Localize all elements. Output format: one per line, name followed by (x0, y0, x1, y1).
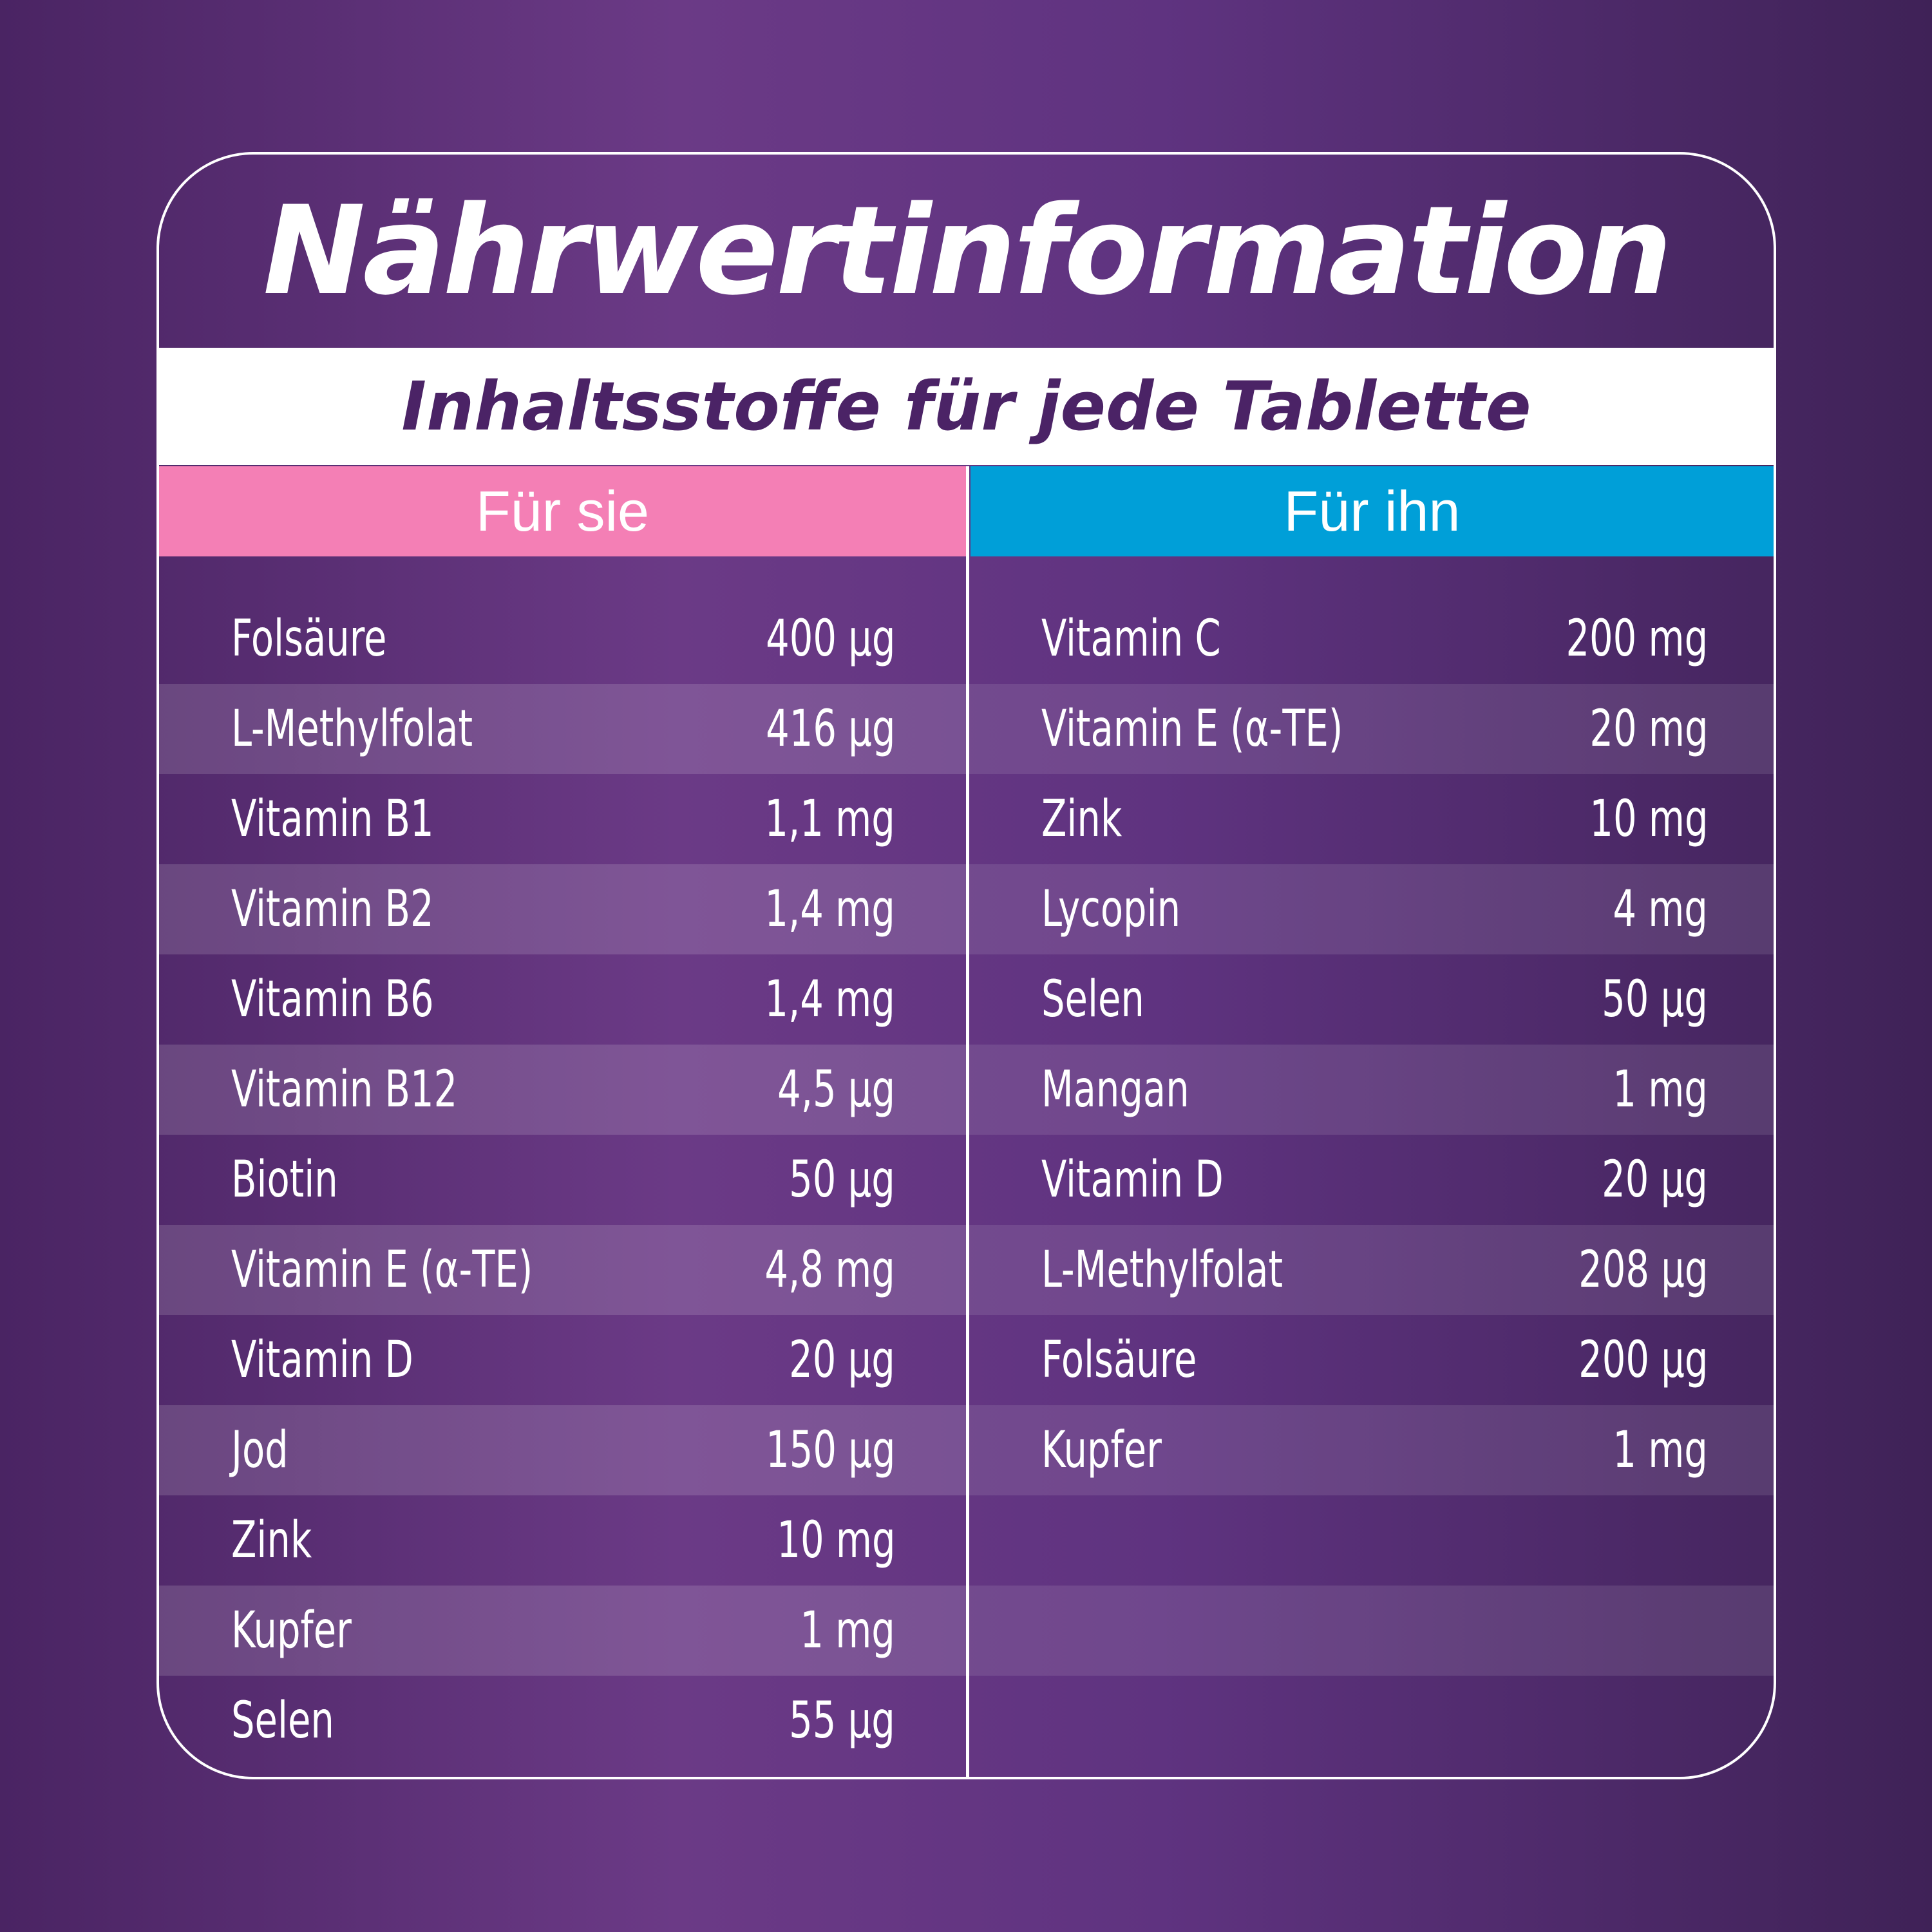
table-row: Zink 10 mg (159, 1495, 966, 1586)
table-row: Vitamin C 200 mg (969, 594, 1774, 684)
ingredient-name: Vitamin E (α-TE) (1041, 700, 1343, 758)
table-row: Vitamin E (α-TE) 4,8 mg (159, 1225, 966, 1315)
ingredient-name: Kupfer (1041, 1421, 1162, 1479)
table-row: Vitamin B12 4,5 µg (159, 1045, 966, 1135)
ingredient-amount: 1,4 mg (764, 971, 895, 1028)
ingredient-list-sie: Folsäure 400 µg L-Methylfolat 416 µg Vitamin… (159, 594, 966, 1766)
column-header-sie: Für sie (159, 466, 966, 556)
ingredient-amount: 1,4 mg (764, 880, 895, 938)
ingredient-name: Biotin (231, 1151, 338, 1209)
table-row: Jod 150 µg (159, 1405, 966, 1495)
ingredient-name: Kupfer (231, 1602, 352, 1660)
table-row: Zink 10 mg (969, 774, 1774, 864)
table-row: Kupfer 1 mg (969, 1405, 1774, 1495)
ingredient-name: Zink (1041, 790, 1122, 848)
ingredient-name: Selen (1041, 971, 1144, 1028)
table-row: Vitamin D 20 µg (969, 1135, 1774, 1225)
ingredient-amount: 208 µg (1578, 1241, 1708, 1299)
table-row: L-Methylfolat 416 µg (159, 684, 966, 774)
ingredient-amount: 10 mg (1589, 790, 1708, 848)
ingredient-amount: 10 mg (776, 1511, 895, 1569)
ingredient-name: Vitamin B6 (231, 971, 434, 1028)
ingredient-name: Selen (231, 1692, 334, 1750)
ingredient-amount: 400 µg (765, 610, 895, 668)
table-row: Kupfer 1 mg (159, 1586, 966, 1676)
ingredient-name: Zink (231, 1511, 312, 1569)
subtitle: Inhaltsstoffe für jede Tablette (159, 348, 1774, 465)
ingredient-amount: 1 mg (1613, 1061, 1708, 1119)
ingredient-name: Vitamin D (1041, 1151, 1224, 1209)
ingredient-list-ihn: Vitamin C 200 mg Vitamin E (α-TE) 20 mg Zink… (969, 594, 1774, 1676)
ingredient-amount: 4,8 mg (764, 1241, 895, 1299)
ingredient-name: L-Methylfolat (1041, 1241, 1283, 1299)
table-row: L-Methylfolat 208 µg (969, 1225, 1774, 1315)
ingredient-amount: 1 mg (1613, 1421, 1708, 1479)
ingredient-name: Vitamin D (231, 1331, 413, 1389)
table-row: Folsäure 200 µg (969, 1315, 1774, 1405)
ingredient-name: Folsäure (231, 610, 387, 668)
ingredient-amount: 1 mg (800, 1602, 895, 1660)
ingredient-name: Vitamin B2 (231, 880, 434, 938)
ingredient-name: Vitamin B12 (231, 1061, 458, 1119)
table-row: Biotin 50 µg (159, 1135, 966, 1225)
ingredient-name: L-Methylfolat (231, 700, 473, 758)
ingredient-amount: 55 µg (789, 1692, 895, 1750)
table-row: Vitamin D 20 µg (159, 1315, 966, 1405)
ingredient-amount: 1,1 mg (764, 790, 895, 848)
page-title: Nährwertinformation (263, 180, 1672, 322)
ingredient-name: Folsäure (1041, 1331, 1197, 1389)
ingredient-name: Jod (231, 1421, 289, 1479)
table-row: Folsäure 400 µg (159, 594, 966, 684)
column-header-ihn: Für ihn (971, 466, 1774, 556)
table-row: Lycopin 4 mg (969, 864, 1774, 954)
ingredient-name: Mangan (1041, 1061, 1189, 1119)
ingredient-amount: 50 µg (1602, 971, 1708, 1028)
ingredient-amount: 20 mg (1589, 700, 1708, 758)
table-row: Vitamin B2 1,4 mg (159, 864, 966, 954)
ingredient-amount: 4,5 µg (777, 1061, 895, 1119)
nutrition-panel: Nährwertinformation Inhaltsstoffe für je… (156, 152, 1776, 1779)
column-divider (966, 466, 969, 1777)
ingredient-amount: 416 µg (765, 700, 895, 758)
ingredient-amount: 50 µg (789, 1151, 895, 1209)
ingredient-amount: 200 µg (1578, 1331, 1708, 1389)
ingredient-amount: 20 µg (1602, 1151, 1708, 1209)
table-row: Vitamin B1 1,1 mg (159, 774, 966, 864)
ingredient-name: Vitamin C (1041, 610, 1221, 668)
table-row (969, 1586, 1774, 1676)
ingredient-amount: 4 mg (1613, 880, 1708, 938)
ingredient-amount: 150 µg (765, 1421, 895, 1479)
table-row: Vitamin E (α-TE) 20 mg (969, 684, 1774, 774)
ingredient-name: Vitamin E (α-TE) (231, 1241, 533, 1299)
ingredient-amount: 20 µg (789, 1331, 895, 1389)
ingredient-name: Lycopin (1041, 880, 1181, 938)
ingredient-name: Vitamin B1 (231, 790, 434, 848)
table-row: Vitamin B6 1,4 mg (159, 954, 966, 1045)
table-row (969, 1495, 1774, 1586)
table-row: Mangan 1 mg (969, 1045, 1774, 1135)
ingredient-amount: 200 mg (1566, 610, 1708, 668)
table-row: Selen 50 µg (969, 954, 1774, 1045)
table-row: Selen 55 µg (159, 1676, 966, 1766)
